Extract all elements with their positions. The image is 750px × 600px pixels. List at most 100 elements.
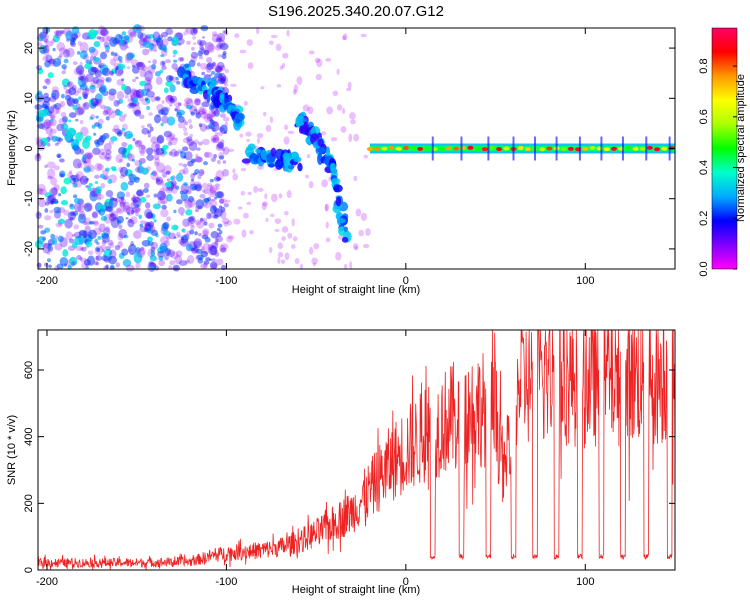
noise-blob <box>121 248 129 256</box>
noise-blob <box>199 42 204 47</box>
noise-blob <box>61 64 67 70</box>
noise-blob <box>183 131 189 136</box>
noise-blob <box>62 49 71 58</box>
noise-blob <box>164 254 169 261</box>
noise-blob <box>305 174 309 179</box>
noise-blob <box>89 84 96 90</box>
noise-blob <box>161 172 168 178</box>
noise-blob <box>115 262 120 268</box>
noise-blob <box>100 27 108 37</box>
noise-blob <box>220 210 227 219</box>
carrier-blob <box>424 146 431 151</box>
noise-blob <box>154 70 161 77</box>
noise-blob <box>43 28 48 34</box>
noise-blob <box>283 210 289 216</box>
noise-blob <box>72 61 78 66</box>
noise-blob <box>184 28 189 32</box>
noise-blob <box>172 49 178 55</box>
noise-blob <box>138 214 142 219</box>
noise-blob <box>307 106 314 115</box>
noise-blob <box>83 166 91 173</box>
noise-blob <box>122 205 132 213</box>
noise-blob <box>175 250 183 258</box>
noise-blob <box>281 236 287 241</box>
noise-blob <box>120 181 129 191</box>
noise-blob <box>214 191 224 199</box>
noise-blob <box>196 147 201 151</box>
noise-blob <box>65 47 75 58</box>
noise-blob <box>98 223 106 233</box>
noise-blob <box>121 141 128 148</box>
noise-blob <box>194 108 198 112</box>
noise-blob <box>50 118 54 122</box>
noise-blob <box>211 263 218 269</box>
noise-blob <box>90 79 96 87</box>
noise-blob <box>169 180 177 187</box>
noise-blob <box>81 89 90 97</box>
noise-blob <box>211 33 220 43</box>
noise-blob <box>223 203 229 208</box>
noise-blob <box>138 144 147 154</box>
noise-blob <box>207 43 216 53</box>
noise-blob <box>198 55 203 60</box>
noise-blob <box>109 197 118 208</box>
noise-blob <box>54 136 62 142</box>
noise-blob <box>99 36 105 43</box>
noise-blob <box>85 241 93 248</box>
noise-blob <box>47 106 55 114</box>
noise-blob <box>110 213 115 218</box>
noise-blob <box>79 61 83 66</box>
noise-blob <box>156 190 166 201</box>
noise-blob <box>116 215 124 224</box>
carrier-blob <box>539 147 546 152</box>
noise-blob <box>38 35 44 42</box>
colorbar-ticks: 0.0 0.2 0.4 0.6 0.8 <box>698 58 737 277</box>
branch-blob <box>335 196 342 207</box>
noise-blob <box>190 223 195 228</box>
noise-blob <box>151 63 157 70</box>
noise-blob <box>214 240 219 246</box>
noise-blob <box>44 40 48 44</box>
noise-blob <box>308 246 314 255</box>
noise-blob <box>144 222 151 227</box>
noise-blob <box>213 214 218 219</box>
noise-blob <box>358 229 364 237</box>
noise-blob <box>187 118 192 124</box>
noise-blob <box>134 109 142 115</box>
noise-blob <box>131 64 136 68</box>
noise-blob <box>187 216 195 222</box>
noise-blob <box>202 242 211 255</box>
noise-blob <box>109 36 118 47</box>
noise-blob <box>281 62 286 68</box>
noise-blob <box>43 92 49 99</box>
noise-blob <box>82 103 87 108</box>
noise-blob <box>152 59 157 65</box>
noise-blob <box>187 195 194 203</box>
noise-blob <box>95 261 100 266</box>
noise-blob <box>165 94 173 103</box>
noise-blob <box>42 85 48 90</box>
x-tick-label: -200 <box>36 576 58 588</box>
noise-blob <box>162 150 168 155</box>
noise-blob <box>208 222 215 229</box>
noise-blob <box>156 136 164 144</box>
noise-blob <box>292 89 297 96</box>
feature-descending-branch <box>294 111 352 243</box>
noise-blob <box>49 209 54 214</box>
noise-blob <box>108 88 117 96</box>
noise-blob <box>219 244 226 253</box>
noise-blob <box>85 177 90 181</box>
noise-blob <box>176 111 182 118</box>
noise-blob <box>183 198 188 203</box>
noise-blob <box>84 135 92 142</box>
colorbar: 0.0 0.2 0.4 0.6 0.8 Normalized spectral ampl… <box>698 27 747 277</box>
noise-blob <box>131 206 141 214</box>
noise-blob <box>180 192 189 202</box>
noise-blob <box>36 117 42 122</box>
noise-blob <box>85 59 93 65</box>
noise-blob <box>209 261 218 270</box>
noise-blob <box>115 196 124 203</box>
noise-blob <box>240 190 246 196</box>
noise-blob <box>44 44 48 49</box>
noise-blob <box>110 210 119 221</box>
